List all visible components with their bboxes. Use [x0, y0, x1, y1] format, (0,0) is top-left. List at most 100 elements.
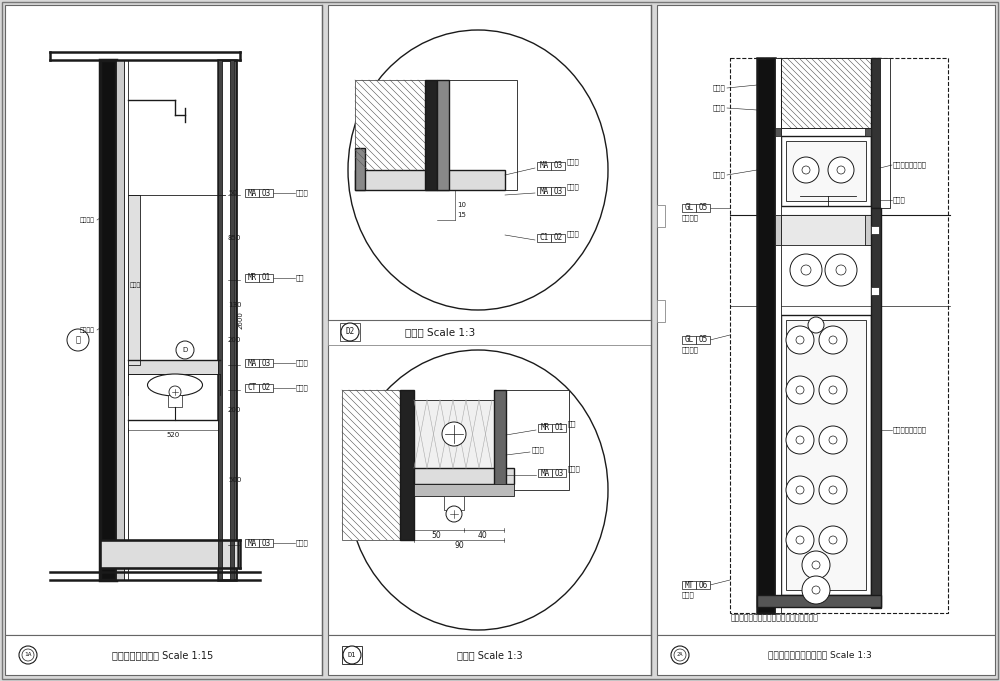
Text: O3: O3 [553, 161, 563, 170]
Text: MT: MT [684, 580, 694, 590]
Text: 镜嗲: 镜嗲 [296, 274, 304, 281]
Bar [552, 424, 566, 432]
Bar [355, 170, 505, 190]
Bar [116, 60, 124, 580]
Text: 90: 90 [454, 541, 464, 550]
Circle shape [446, 506, 462, 522]
Bar [880, 58, 890, 208]
Bar [786, 141, 866, 201]
Text: MA: MA [247, 539, 257, 548]
Text: GL: GL [684, 336, 694, 345]
Circle shape [812, 561, 820, 569]
Ellipse shape [348, 30, 608, 310]
Bar [128, 360, 218, 374]
Circle shape [836, 265, 846, 275]
Bar [657, 635, 995, 675]
Text: 机型材: 机型材 [682, 592, 695, 599]
Bar [552, 469, 566, 477]
Text: O2: O2 [553, 234, 563, 242]
Text: O3: O3 [261, 358, 271, 368]
Text: 衬垫材: 衬垫材 [712, 105, 725, 111]
Text: 50: 50 [431, 531, 441, 541]
Circle shape [22, 649, 34, 661]
Circle shape [829, 486, 837, 494]
Circle shape [829, 386, 837, 394]
Circle shape [343, 646, 361, 664]
Text: 10: 10 [457, 202, 466, 208]
Bar [259, 274, 273, 282]
Text: MA: MA [540, 469, 550, 477]
Bar [551, 234, 565, 242]
Bar [259, 189, 273, 197]
Circle shape [786, 526, 814, 554]
Text: MR: MR [540, 424, 550, 432]
Bar [437, 80, 517, 190]
Text: 850: 850 [228, 235, 241, 241]
Bar [328, 5, 651, 635]
Bar [781, 215, 871, 245]
Circle shape [801, 265, 811, 275]
Text: D2: D2 [345, 328, 355, 336]
Bar [328, 320, 651, 345]
Text: 遮光板: 遮光板 [532, 447, 545, 454]
Bar [494, 390, 506, 490]
Text: 1A: 1A [24, 652, 32, 657]
Bar [696, 336, 710, 344]
Text: MA: MA [247, 189, 257, 197]
Circle shape [802, 551, 830, 579]
Bar [218, 60, 236, 580]
Bar [730, 58, 948, 613]
Bar [537, 162, 551, 170]
Text: O3: O3 [261, 539, 271, 548]
Bar [682, 204, 696, 212]
Bar [230, 60, 234, 580]
Bar [342, 646, 362, 664]
Text: 人造石: 人造石 [567, 184, 580, 190]
Bar [218, 60, 222, 580]
Bar [400, 390, 414, 540]
Text: 人造石: 人造石 [296, 190, 309, 196]
Text: D: D [182, 347, 188, 353]
Circle shape [829, 536, 837, 544]
Text: 人造石: 人造石 [296, 360, 309, 366]
Bar [245, 189, 259, 197]
Bar [259, 539, 273, 547]
Text: 2A: 2A [677, 652, 683, 657]
Circle shape [786, 476, 814, 504]
Bar [128, 420, 218, 540]
Circle shape [808, 317, 824, 333]
Text: 敲: 敲 [76, 336, 80, 345]
Text: MA: MA [247, 358, 257, 368]
Bar [328, 635, 651, 675]
Text: 卫生间墙面抽纸盒立面图 Scale 1:3: 卫生间墙面抽纸盒立面图 Scale 1:3 [768, 650, 872, 659]
Bar [871, 287, 879, 295]
Circle shape [819, 426, 847, 454]
Bar [340, 323, 360, 341]
Circle shape [790, 254, 822, 286]
Text: CT: CT [247, 383, 257, 392]
Bar [657, 5, 995, 635]
Bar [494, 390, 569, 490]
Bar [657, 205, 665, 227]
Bar [259, 359, 273, 367]
Text: O2: O2 [261, 383, 271, 392]
Circle shape [793, 157, 819, 183]
Bar [696, 581, 710, 589]
Bar [775, 215, 781, 245]
Bar [168, 395, 182, 407]
Bar [355, 148, 365, 190]
Bar [5, 635, 322, 675]
Bar [871, 58, 881, 208]
Text: 人造石: 人造石 [296, 540, 309, 546]
Text: O5: O5 [698, 204, 708, 212]
Text: 40: 40 [478, 531, 488, 541]
Text: 和玻与布: 和玻与布 [80, 327, 95, 333]
Bar [775, 58, 781, 613]
Text: 人造石: 人造石 [568, 466, 581, 473]
Ellipse shape [148, 374, 202, 396]
Bar [781, 58, 871, 128]
Bar [781, 58, 871, 128]
Bar [865, 215, 871, 245]
Bar [537, 187, 551, 195]
Circle shape [796, 536, 804, 544]
